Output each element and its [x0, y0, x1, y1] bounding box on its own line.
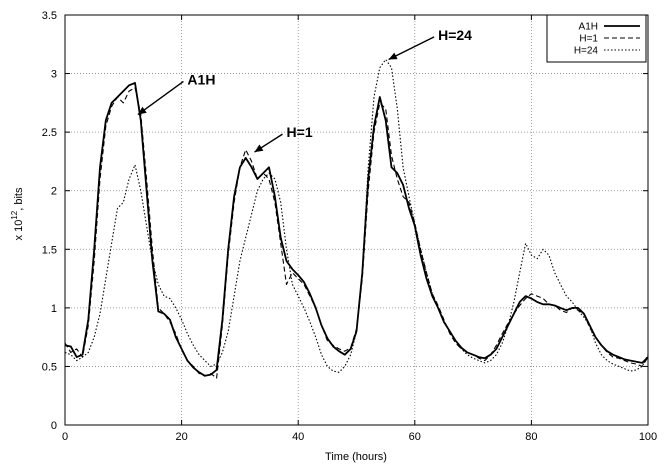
annotation-arrow-head: [388, 52, 398, 60]
annotation-arrow-head: [137, 106, 147, 115]
annotation-arrow-line: [388, 36, 435, 61]
x-tick-label: 0: [62, 431, 68, 443]
y-tick-label: 3.5: [42, 10, 57, 22]
annotation-arrow-head: [254, 144, 264, 153]
y-axis-label: x 1012, bits: [10, 187, 25, 240]
annotation-label: A1H: [187, 71, 215, 87]
annotation-arrow-line: [137, 80, 184, 116]
series-line-h-1: [64, 87, 649, 379]
y-tick-label: 2.5: [42, 127, 57, 139]
y-tick-label: 2: [51, 186, 57, 198]
x-tick-label: 80: [525, 431, 537, 443]
series-lines: [64, 58, 649, 379]
y-tick-label: 1: [51, 303, 57, 315]
axis-ticks: [64, 14, 649, 426]
x-tick-label: 60: [409, 431, 421, 443]
y-tick-labels: 0 0.5 1 1.5 2 2.5 3 3.5: [42, 10, 57, 432]
x-tick-label: 100: [639, 431, 657, 443]
grid-lines: [65, 15, 648, 425]
series-line-h-24: [64, 58, 649, 373]
annotation-label: H=24: [438, 27, 472, 43]
annotation-h-1: H=1: [254, 124, 313, 153]
y-tick-label: 0: [51, 420, 57, 432]
y-axis-label-exponent: 12: [10, 210, 19, 219]
plot-frame: [64, 14, 649, 426]
legend-item-a1h: A1H: [579, 22, 640, 33]
x-tick-labels: 0 20 40 60 80 100: [62, 431, 657, 443]
y-tick-label: 1.5: [42, 244, 57, 256]
x-axis-label: Time (hours): [325, 451, 387, 463]
y-axis-label-prefix: x 10: [13, 220, 25, 241]
legend-label: H=1: [579, 34, 598, 45]
legend-label: A1H: [579, 22, 598, 33]
annotations: A1H H=1 H=24: [137, 27, 472, 153]
legend-label: H=24: [574, 46, 599, 57]
y-tick-label: 3: [51, 69, 57, 81]
x-tick-label: 20: [175, 431, 187, 443]
y-axis-label-suffix: , bits: [13, 187, 25, 211]
x-tick-label: 40: [292, 431, 304, 443]
legend-item-h-1: H=1: [579, 34, 640, 45]
y-tick-label: 0.5: [42, 361, 57, 373]
annotation-a1h: A1H: [137, 71, 215, 116]
annotation-h-24: H=24: [388, 27, 472, 61]
annotation-label: H=1: [287, 124, 313, 140]
legend-item-h-24: H=24: [574, 46, 640, 57]
